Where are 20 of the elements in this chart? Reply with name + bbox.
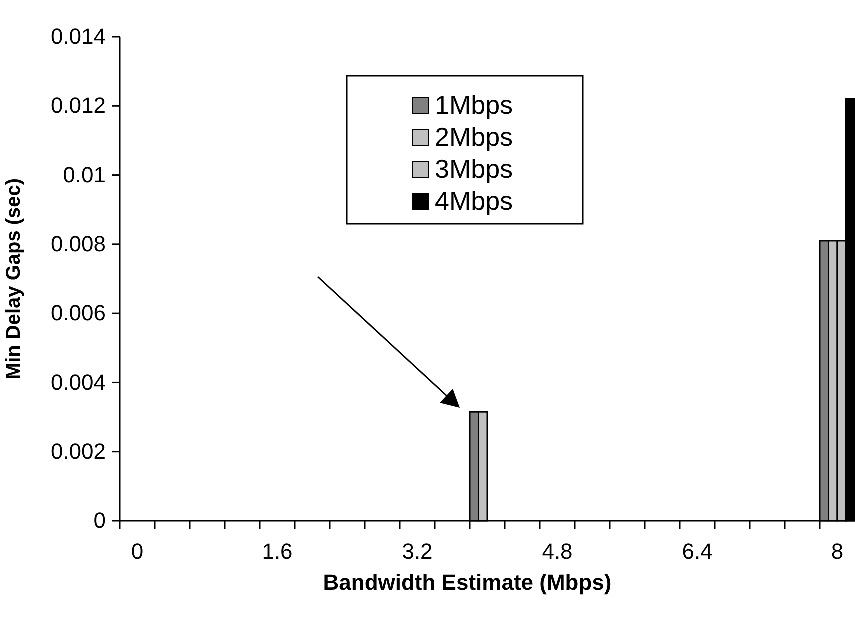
- x-tick-label: 6.4: [682, 539, 713, 564]
- y-tick-label: 0.014: [50, 24, 106, 50]
- x-axis-title: Bandwidth Estimate (Mbps): [323, 570, 612, 595]
- x-tick-label: 1.6: [262, 539, 293, 564]
- x-tick-label: 4.8: [542, 539, 573, 564]
- y-tick-label: 0.008: [50, 231, 106, 256]
- x-tick-label: 8: [831, 539, 844, 564]
- y-tick-label: 0.002: [50, 438, 106, 464]
- y-tick-label: 0.01: [63, 162, 106, 188]
- legend-label: 2Mbps: [435, 122, 514, 152]
- y-tick-label: 0.004: [50, 370, 106, 395]
- y-tick-label: 0.012: [50, 93, 106, 118]
- y-tick-label: 0: [94, 508, 106, 534]
- legend-label: 4Mbps: [435, 186, 514, 216]
- x-tick-label: 0: [131, 539, 144, 564]
- y-tick-label: 0.006: [50, 300, 106, 326]
- legend-label: 1Mbps: [435, 90, 514, 120]
- x-tick-label: 3.2: [402, 539, 433, 564]
- legend-label: 3Mbps: [435, 154, 514, 184]
- y-axis-title: Min Delay Gaps (sec): [3, 178, 25, 380]
